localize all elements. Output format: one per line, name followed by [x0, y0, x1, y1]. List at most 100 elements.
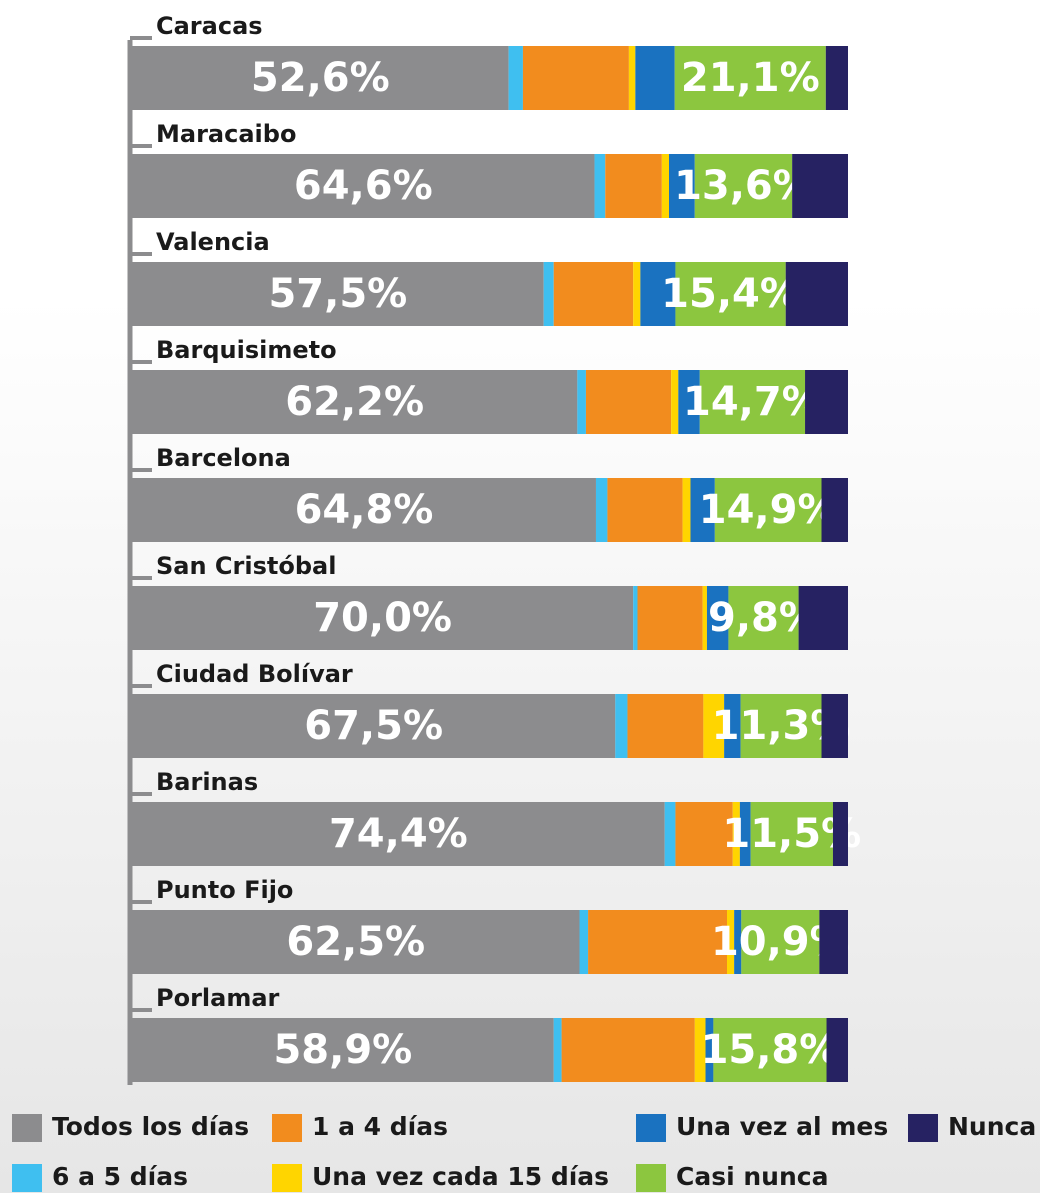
legend-swatch — [636, 1114, 666, 1142]
value-label: 64,8% — [295, 487, 434, 533]
bar-segment — [561, 1018, 695, 1082]
bar-segment — [694, 154, 793, 218]
bar-segment — [664, 802, 676, 866]
bar-segment — [637, 586, 703, 650]
bar-segment — [675, 802, 733, 866]
city-label: Ciudad Bolívar — [156, 660, 353, 688]
value-label: 57,5% — [268, 271, 407, 317]
bar-segment — [588, 910, 727, 974]
city-label: Barquisimeto — [156, 336, 337, 364]
bar-segment — [661, 154, 669, 218]
bar-segment — [508, 46, 523, 110]
value-label: 52,6% — [251, 55, 390, 101]
legend-label: Casi nunca — [676, 1162, 828, 1191]
bar-segment — [132, 802, 665, 866]
bar-segment — [675, 262, 786, 326]
bar-segment — [605, 154, 662, 218]
bar-segment — [522, 46, 629, 110]
bar-segment — [678, 370, 700, 434]
value-label: 74,4% — [329, 811, 468, 857]
bar-segment — [706, 586, 729, 650]
bar-segment — [785, 262, 848, 326]
bar-segment — [132, 154, 595, 218]
legend-swatch — [272, 1114, 302, 1142]
bar-segment — [741, 910, 820, 974]
bar-segment — [579, 910, 589, 974]
bar-segment — [627, 694, 704, 758]
legend-label: 6 a 5 días — [52, 1162, 188, 1191]
bar-segment — [132, 694, 616, 758]
legend-label: Una vez al mes — [676, 1112, 888, 1141]
bar-segment — [633, 262, 641, 326]
legend-swatch — [272, 1164, 302, 1192]
legend-swatch — [12, 1114, 42, 1142]
bar-segment — [585, 370, 672, 434]
value-label: 67,5% — [304, 703, 443, 749]
value-label: 58,9% — [273, 1027, 412, 1073]
value-label: 70,0% — [313, 595, 452, 641]
legend-label: Todos los días — [52, 1112, 249, 1141]
bar-segment — [703, 694, 725, 758]
bar-segment — [821, 478, 848, 542]
bar-segment — [553, 1018, 562, 1082]
legend-swatch — [636, 1164, 666, 1192]
bar-segment — [671, 370, 679, 434]
bar-segment — [615, 694, 628, 758]
bar-segment — [694, 1018, 706, 1082]
bar-segment — [821, 694, 848, 758]
bar-segment — [724, 694, 741, 758]
bar-segment — [714, 478, 822, 542]
bar-segment — [728, 586, 799, 650]
bar-segment — [628, 46, 636, 110]
bar-segment — [635, 46, 675, 110]
value-label: 21,1% — [681, 55, 820, 101]
bar-segment — [805, 370, 848, 434]
city-label: Barcelona — [156, 444, 291, 472]
value-label: 15,4% — [661, 271, 800, 317]
bar-segment — [726, 910, 735, 974]
value-label: 14,9% — [699, 487, 838, 533]
bar-segment — [132, 478, 596, 542]
bar-segment — [732, 802, 740, 866]
bar-segment — [792, 154, 848, 218]
value-label: 15,8% — [701, 1027, 840, 1073]
bar-segment — [705, 1018, 714, 1082]
bar-segment — [825, 46, 848, 110]
city-label: Punto Fijo — [156, 876, 293, 904]
city-label: San Cristóbal — [156, 552, 336, 580]
bar-segment — [750, 802, 833, 866]
bar-segment — [553, 262, 634, 326]
bar-segment — [819, 910, 848, 974]
bar-segment — [699, 370, 806, 434]
city-label: Porlamar — [156, 984, 280, 1012]
bar-segment — [832, 802, 848, 866]
bar-segment — [132, 46, 509, 110]
bar-segment — [826, 1018, 848, 1082]
bar-segment — [607, 478, 683, 542]
city-label: Valencia — [156, 228, 270, 256]
city-label: Caracas — [156, 12, 263, 40]
bar-segment — [132, 586, 634, 650]
value-label: 14,7% — [683, 379, 822, 425]
legend-label: Una vez cada 15 días — [312, 1162, 609, 1191]
bar-segment — [740, 694, 822, 758]
bar-segment — [690, 478, 715, 542]
bar-segment — [640, 262, 676, 326]
legend-swatch — [908, 1114, 938, 1142]
legend-label: Nunca — [948, 1112, 1036, 1141]
legend-label: 1 a 4 días — [312, 1112, 448, 1141]
value-label: 62,5% — [286, 919, 425, 965]
bar-segment — [132, 262, 544, 326]
bar-segment — [734, 910, 742, 974]
value-label: 64,6% — [294, 163, 433, 209]
bar-segment — [674, 46, 826, 110]
value-label: 62,2% — [285, 379, 424, 425]
bar-segment — [132, 910, 580, 974]
bar-segment — [543, 262, 554, 326]
bar-segment — [798, 586, 848, 650]
bar-segment — [132, 1018, 554, 1082]
bar-segment — [702, 586, 707, 650]
legend-swatch — [12, 1164, 42, 1192]
city-label: Barinas — [156, 768, 258, 796]
